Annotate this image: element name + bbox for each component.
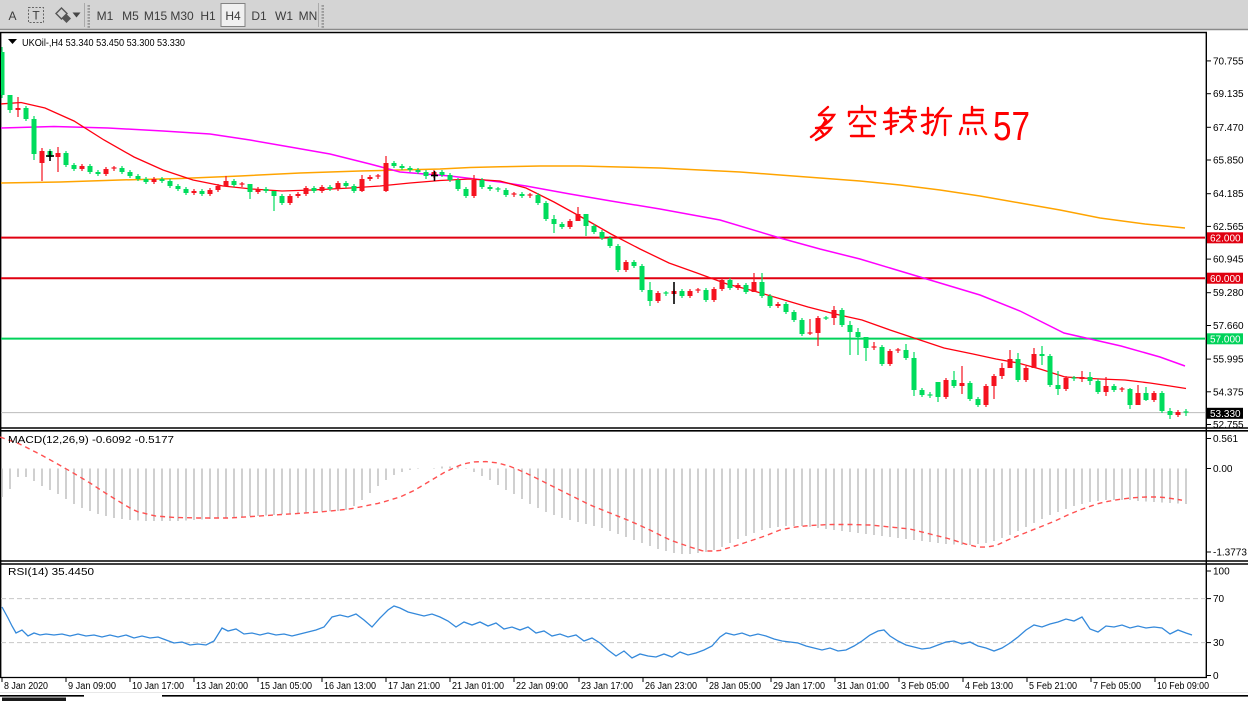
svg-text:-1.3773: -1.3773	[1213, 548, 1247, 559]
svg-text:30: 30	[1213, 638, 1225, 649]
svg-text:A: A	[8, 9, 16, 23]
svg-text:60.945: 60.945	[1213, 255, 1244, 266]
svg-text:70: 70	[1213, 594, 1225, 605]
svg-text:100: 100	[1213, 567, 1230, 578]
svg-text:0.00: 0.00	[1213, 464, 1233, 475]
svg-text:57: 57	[993, 103, 1030, 149]
svg-text:21 Jan 01:00: 21 Jan 01:00	[452, 681, 504, 692]
svg-text:57.660: 57.660	[1213, 321, 1244, 332]
svg-text:65.850: 65.850	[1213, 156, 1244, 167]
svg-text:59.280: 59.280	[1213, 288, 1244, 299]
svg-text:9 Jan 09:00: 9 Jan 09:00	[68, 681, 116, 692]
svg-text:T: T	[32, 9, 40, 23]
svg-text:26 Jan 23:00: 26 Jan 23:00	[645, 681, 697, 692]
svg-text:62.000: 62.000	[1210, 234, 1241, 245]
svg-text:MACD(12,26,9) -0.6092 -0.5177: MACD(12,26,9) -0.6092 -0.5177	[8, 434, 174, 446]
svg-text:54.375: 54.375	[1213, 387, 1244, 398]
svg-text:UKOil-,H4 53.340 53.450 53.30: UKOil-,H4 53.340 53.450 53.300 53.330	[22, 37, 185, 49]
svg-text:15 Jan 05:00: 15 Jan 05:00	[260, 681, 312, 692]
svg-text:55.995: 55.995	[1213, 355, 1244, 366]
svg-text:64.185: 64.185	[1213, 189, 1244, 200]
svg-text:31 Jan 01:00: 31 Jan 01:00	[837, 681, 889, 692]
svg-text:3 Feb 05:00: 3 Feb 05:00	[901, 681, 949, 692]
svg-text:RSI(14) 35.4450: RSI(14) 35.4450	[8, 566, 94, 578]
svg-text:10 Feb 09:00: 10 Feb 09:00	[1157, 681, 1209, 692]
svg-text:MN: MN	[299, 9, 318, 23]
svg-text:23 Jan 17:00: 23 Jan 17:00	[581, 681, 633, 692]
svg-text:7 Feb 05:00: 7 Feb 05:00	[1093, 681, 1141, 692]
svg-text:62.565: 62.565	[1213, 222, 1244, 233]
svg-text:H1: H1	[200, 9, 216, 23]
svg-text:D1: D1	[251, 9, 267, 23]
svg-text:67.470: 67.470	[1213, 123, 1244, 134]
svg-text:70.755: 70.755	[1213, 56, 1244, 67]
svg-text:22 Jan 09:00: 22 Jan 09:00	[516, 681, 568, 692]
svg-text:29 Jan 17:00: 29 Jan 17:00	[773, 681, 825, 692]
svg-text:69.135: 69.135	[1213, 89, 1244, 100]
svg-text:13 Jan 20:00: 13 Jan 20:00	[196, 681, 248, 692]
svg-text:0: 0	[1213, 671, 1219, 682]
svg-text:M5: M5	[122, 9, 139, 23]
svg-text:52.755: 52.755	[1213, 420, 1244, 431]
svg-text:16 Jan 13:00: 16 Jan 13:00	[324, 681, 376, 692]
svg-text:5 Feb 21:00: 5 Feb 21:00	[1029, 681, 1077, 692]
svg-text:28 Jan 05:00: 28 Jan 05:00	[709, 681, 761, 692]
svg-text:M1: M1	[97, 9, 114, 23]
svg-text:W1: W1	[275, 9, 293, 23]
svg-text:M30: M30	[170, 9, 194, 23]
svg-text:60.000: 60.000	[1210, 274, 1241, 285]
svg-text:8 Jan 2020: 8 Jan 2020	[4, 681, 48, 692]
svg-text:0.561: 0.561	[1213, 434, 1238, 445]
svg-text:10 Jan 17:00: 10 Jan 17:00	[132, 681, 184, 692]
svg-text:M15: M15	[144, 9, 168, 23]
svg-text:17 Jan 21:00: 17 Jan 21:00	[388, 681, 440, 692]
svg-text:4 Feb 13:00: 4 Feb 13:00	[965, 681, 1013, 692]
svg-text:57.000: 57.000	[1210, 335, 1241, 346]
svg-text:53.330: 53.330	[1210, 409, 1241, 420]
svg-text:H4: H4	[225, 9, 241, 23]
